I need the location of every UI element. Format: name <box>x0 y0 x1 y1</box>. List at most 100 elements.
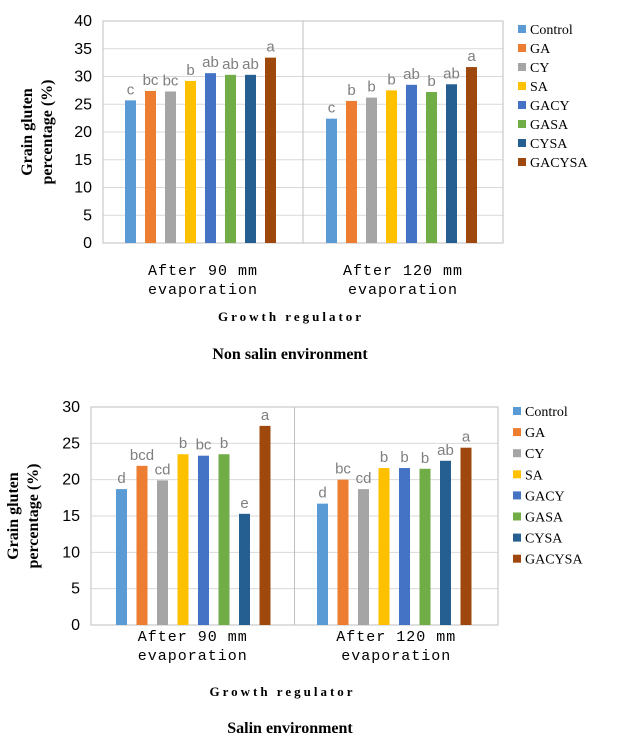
chart-panel-non-salin: 0 5 10 15 20 25 30 35 40 c bc bc b ab ab ab a After 90 mm… <box>0 0 622 375</box>
y-axis-title-line: percentage (%) <box>25 464 42 569</box>
legend-label: GASA <box>530 118 569 133</box>
bar <box>379 468 390 625</box>
bar <box>317 504 328 625</box>
legend-swatch <box>518 158 526 166</box>
bar <box>225 75 236 243</box>
data-label: c <box>328 100 336 117</box>
legend-label: SA <box>530 80 549 95</box>
bar <box>137 466 148 625</box>
legend-label: Control <box>530 23 573 38</box>
legend-swatch <box>518 82 526 90</box>
bar <box>205 73 216 243</box>
chart-caption: Salin environment <box>227 720 353 737</box>
bar <box>440 461 451 625</box>
data-label: b <box>347 82 355 99</box>
legend-label: GASA <box>525 511 564 526</box>
data-label: bcd <box>130 447 154 464</box>
data-label: b <box>421 450 429 467</box>
y-tick-label: 5 <box>71 581 80 598</box>
y-axis-title-line: percentage (%) <box>39 80 56 185</box>
bar <box>157 480 168 625</box>
bar <box>399 468 410 625</box>
bar <box>326 119 337 243</box>
bar <box>265 58 276 243</box>
y-tick-label: 25 <box>62 435 80 452</box>
data-label: bc <box>196 437 212 454</box>
y-axis-title-line: Grain gluten <box>5 472 22 560</box>
y-axis-title-line: Grain gluten <box>19 88 36 176</box>
x-category-line: evaporation <box>348 282 458 299</box>
x-category-line: After 120 mm <box>343 263 463 280</box>
data-label: e <box>240 495 248 512</box>
bar <box>338 480 349 625</box>
legend-swatch <box>513 407 521 415</box>
x-category-line: After 90 mm <box>148 263 258 280</box>
bar <box>145 91 156 243</box>
data-label: d <box>117 470 125 487</box>
data-label: a <box>467 48 476 65</box>
legend-swatch <box>518 101 526 109</box>
bar <box>466 67 477 243</box>
legend-label: GACYSA <box>530 156 588 171</box>
legend-swatch <box>518 44 526 52</box>
x-axis-title: Growth regulator <box>218 309 364 324</box>
data-label: bc <box>163 72 179 89</box>
data-label: b <box>427 73 435 90</box>
data-label: cd <box>155 461 171 478</box>
data-label: b <box>367 79 375 96</box>
data-label: ab <box>437 442 454 459</box>
bar <box>386 90 397 243</box>
legend-label: CYSA <box>525 532 563 547</box>
data-label: c <box>127 81 135 98</box>
legend-label: SA <box>525 468 544 483</box>
x-axis-title: Growth regulator <box>209 684 355 699</box>
y-tick-label: 15 <box>74 152 92 169</box>
y-axis-title: Grain gluten percentage (%) <box>5 464 42 569</box>
legend-label: GACY <box>525 489 565 504</box>
data-label: ab <box>403 66 420 83</box>
bar <box>219 454 230 625</box>
data-label: b <box>179 435 187 452</box>
x-category-line: evaporation <box>341 648 451 665</box>
legend-swatch <box>513 555 521 563</box>
data-label: b <box>400 449 408 466</box>
data-label: ab <box>202 54 219 71</box>
y-tick-label: 0 <box>71 617 80 634</box>
bar <box>116 489 127 625</box>
legend-label: CYSA <box>530 137 568 152</box>
bar <box>358 489 369 625</box>
bar <box>165 91 176 243</box>
data-label: b <box>380 449 388 466</box>
y-tick-label: 15 <box>62 508 80 525</box>
data-label: b <box>220 435 228 452</box>
legend-label: GA <box>525 426 546 441</box>
bar <box>198 456 209 625</box>
bar <box>461 448 472 625</box>
bar <box>260 426 271 625</box>
legend-swatch <box>513 428 521 436</box>
bar <box>239 514 250 625</box>
legend-swatch <box>518 63 526 71</box>
legend-swatch <box>513 513 521 521</box>
y-tick-label: 0 <box>83 235 92 252</box>
bar <box>426 92 437 243</box>
data-label: ab <box>443 65 460 82</box>
legend-label: Control <box>525 405 568 420</box>
legend-label: CY <box>525 447 544 462</box>
legend-swatch <box>513 449 521 457</box>
x-category-label: After 90 mm evaporation <box>138 629 248 665</box>
y-tick-label: 40 <box>74 13 92 30</box>
bar <box>125 100 136 243</box>
x-category-line: evaporation <box>148 282 258 299</box>
legend-swatch <box>518 25 526 33</box>
x-category-label: After 120 mm evaporation <box>336 629 456 665</box>
data-label: ab <box>222 56 239 73</box>
y-tick-label: 20 <box>74 124 92 141</box>
bar <box>346 101 357 243</box>
legend-swatch <box>518 120 526 128</box>
bar <box>366 98 377 243</box>
y-tick-label: 35 <box>74 41 92 58</box>
bar <box>245 75 256 243</box>
